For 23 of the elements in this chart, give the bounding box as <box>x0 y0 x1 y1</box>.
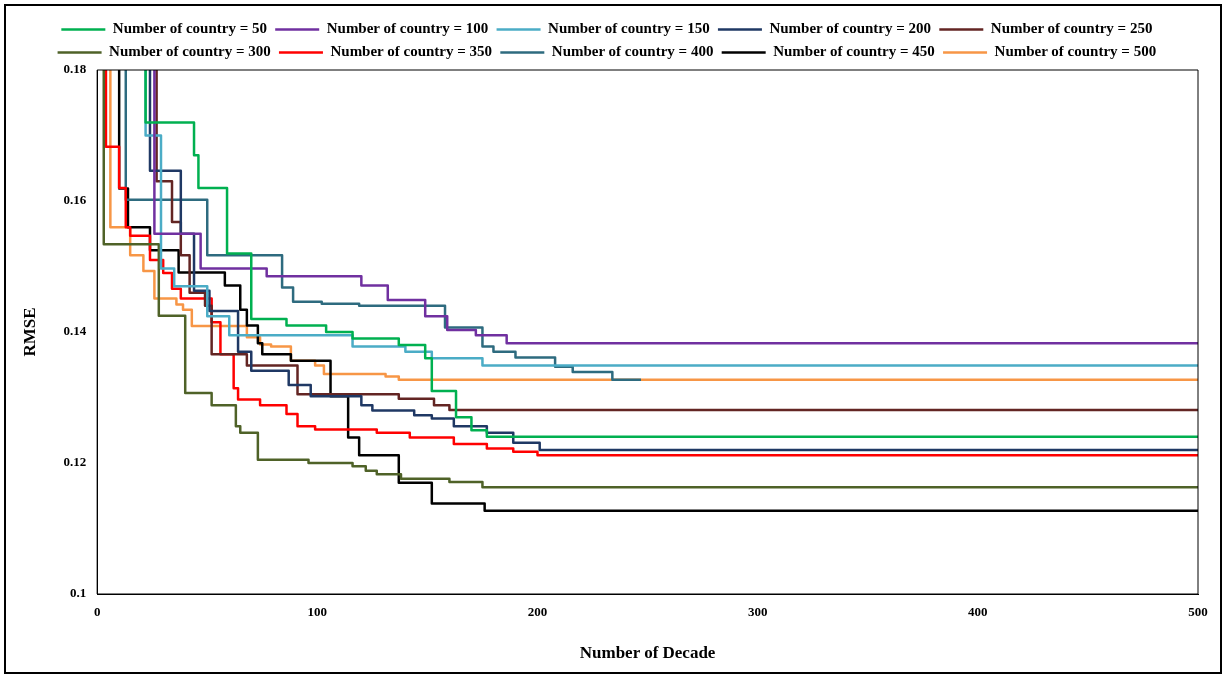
x-axis-title: Number of Decade <box>579 643 716 663</box>
legend-label: Number of country = 50 <box>112 20 267 37</box>
x-tick-label: 0 <box>93 604 101 620</box>
y-tick-label: 0.1 <box>69 585 87 601</box>
legend-label: Number of country = 400 <box>551 43 714 60</box>
y-axis-title: RMSE <box>19 307 39 357</box>
x-tick-label: 100 <box>307 604 328 620</box>
legend-label: Number of country = 100 <box>326 20 489 37</box>
y-tick-label: 0.12 <box>63 454 87 470</box>
y-tick-label: 0.18 <box>63 61 87 77</box>
y-tick-label: 0.14 <box>63 323 87 339</box>
legend-label: Number of country = 350 <box>330 43 493 60</box>
legend-label: Number of country = 450 <box>773 43 935 60</box>
x-tick-label: 400 <box>968 604 988 620</box>
legend-label: Number of country = 300 <box>109 43 271 60</box>
legend-label: Number of country = 500 <box>994 43 1157 60</box>
legend-label: Number of country = 150 <box>548 20 710 37</box>
x-tick-label: 200 <box>527 604 548 620</box>
y-tick-label: 0.16 <box>63 192 87 208</box>
x-tick-label: 300 <box>747 604 768 620</box>
legend-label: Number of country = 200 <box>769 20 932 37</box>
legend-label: Number of country = 250 <box>990 20 1153 37</box>
x-tick-label: 500 <box>1188 604 1208 620</box>
